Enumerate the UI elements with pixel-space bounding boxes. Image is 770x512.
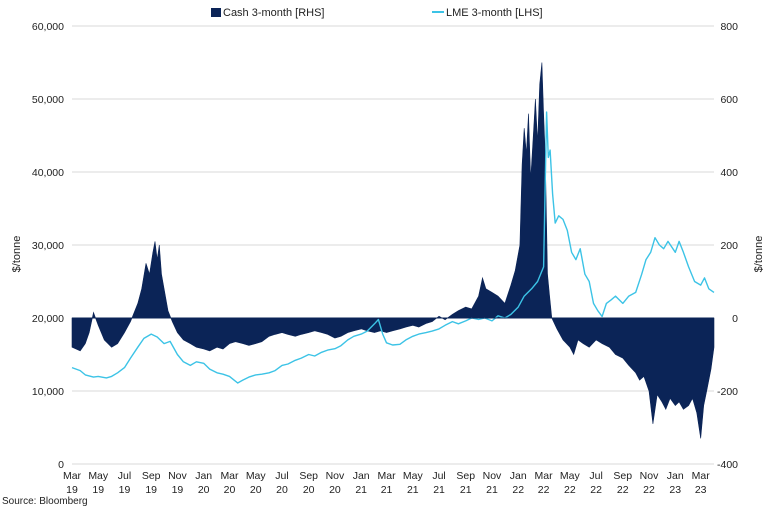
left-tick-label: 20,000 bbox=[32, 313, 64, 325]
right-tick-label: 400 bbox=[720, 167, 738, 179]
x-tick-month: Jan bbox=[353, 470, 370, 482]
legend-swatch-cash bbox=[211, 8, 221, 17]
x-tick-month: Mar bbox=[535, 470, 554, 482]
x-tick-month: Jan bbox=[667, 470, 684, 482]
x-tick-year: 20 bbox=[224, 484, 236, 496]
lme-line-layer bbox=[71, 111, 715, 384]
x-tick-year: 22 bbox=[590, 484, 602, 496]
x-tick-year: 21 bbox=[355, 484, 367, 496]
x-tick-month: Nov bbox=[640, 470, 659, 482]
x-tick-month: Jul bbox=[275, 470, 288, 482]
x-tick-year: 20 bbox=[303, 484, 315, 496]
x-tick-year: 22 bbox=[643, 484, 655, 496]
x-tick-month: May bbox=[403, 470, 424, 482]
x-tick-month: Sep bbox=[613, 470, 632, 482]
x-tick-year: 19 bbox=[66, 484, 78, 496]
left-axis-title: $/tonne bbox=[11, 236, 23, 273]
left-tick-label: 50,000 bbox=[32, 94, 64, 106]
x-tick-month: Mar bbox=[63, 470, 82, 482]
right-axis-title: $/tonne bbox=[753, 236, 765, 273]
x-tick-year: 22 bbox=[538, 484, 550, 496]
x-tick-month: Nov bbox=[326, 470, 345, 482]
gridlines bbox=[72, 25, 714, 465]
legend-label-cash: Cash 3-month [RHS] bbox=[223, 7, 324, 19]
x-tick-year: 19 bbox=[119, 484, 131, 496]
left-tick-label: 0 bbox=[58, 459, 64, 471]
x-tick-year: 19 bbox=[145, 484, 157, 496]
left-tick-label: 60,000 bbox=[32, 21, 64, 33]
x-tick-year: 19 bbox=[172, 484, 184, 496]
x-tick-month: Mar bbox=[692, 470, 711, 482]
x-tick-month: Mar bbox=[377, 470, 396, 482]
x-tick-month: May bbox=[88, 470, 109, 482]
x-tick-year: 21 bbox=[433, 484, 445, 496]
x-tick-month: Nov bbox=[483, 470, 502, 482]
x-tick-year: 22 bbox=[512, 484, 524, 496]
x-tick-month: Jul bbox=[118, 470, 131, 482]
right-tick-label: 800 bbox=[720, 21, 738, 33]
x-tick-month: Jan bbox=[195, 470, 212, 482]
x-tick-month: Sep bbox=[456, 470, 475, 482]
lme-3-month-line bbox=[71, 111, 715, 384]
x-tick-year: 21 bbox=[407, 484, 419, 496]
x-tick-month: Nov bbox=[168, 470, 187, 482]
x-tick-year: 21 bbox=[381, 484, 393, 496]
x-tick-month: Jul bbox=[432, 470, 445, 482]
left-tick-label: 30,000 bbox=[32, 240, 64, 252]
x-tick-year: 22 bbox=[564, 484, 576, 496]
right-tick-label: 0 bbox=[732, 313, 738, 325]
legend-label-lme: LME 3-month [LHS] bbox=[446, 7, 543, 19]
x-tick-month: Mar bbox=[220, 470, 239, 482]
x-tick-year: 23 bbox=[695, 484, 707, 496]
left-axis-ticks: 0 10,000 20,000 30,000 40,000 50,000 60,000 bbox=[32, 21, 64, 471]
left-tick-label: 40,000 bbox=[32, 167, 64, 179]
cash-3-month-area bbox=[71, 62, 715, 439]
x-tick-month: May bbox=[246, 470, 267, 482]
right-axis-ticks: -400 -200 0 200 400 600 800 bbox=[717, 21, 738, 471]
source-note: Source: Bloomberg bbox=[2, 496, 88, 507]
right-tick-label: 600 bbox=[720, 94, 738, 106]
x-tick-year: 20 bbox=[329, 484, 341, 496]
x-tick-year: 23 bbox=[669, 484, 681, 496]
cash-area-layer bbox=[71, 62, 715, 439]
x-tick-year: 20 bbox=[276, 484, 288, 496]
x-tick-year: 21 bbox=[486, 484, 498, 496]
right-tick-label: -400 bbox=[717, 459, 738, 471]
x-tick-month: Jul bbox=[589, 470, 602, 482]
left-tick-label: 10,000 bbox=[32, 386, 64, 398]
x-tick-year: 19 bbox=[92, 484, 104, 496]
x-tick-year: 22 bbox=[617, 484, 629, 496]
x-tick-year: 20 bbox=[250, 484, 262, 496]
right-tick-label: 200 bbox=[720, 240, 738, 252]
x-tick-month: Sep bbox=[299, 470, 318, 482]
right-tick-label: -200 bbox=[717, 386, 738, 398]
x-tick-year: 20 bbox=[198, 484, 210, 496]
x-tick-month: Sep bbox=[142, 470, 161, 482]
x-tick-year: 21 bbox=[460, 484, 472, 496]
x-tick-month: May bbox=[560, 470, 581, 482]
legend: Cash 3-month [RHS] LME 3-month [LHS] bbox=[211, 7, 543, 19]
x-axis-ticks: Mar 19 May 19 Jul 19 Sep 19 Nov 19 Jan 20 Mar 20 May 20… bbox=[63, 470, 710, 496]
x-tick-month: Jan bbox=[510, 470, 527, 482]
